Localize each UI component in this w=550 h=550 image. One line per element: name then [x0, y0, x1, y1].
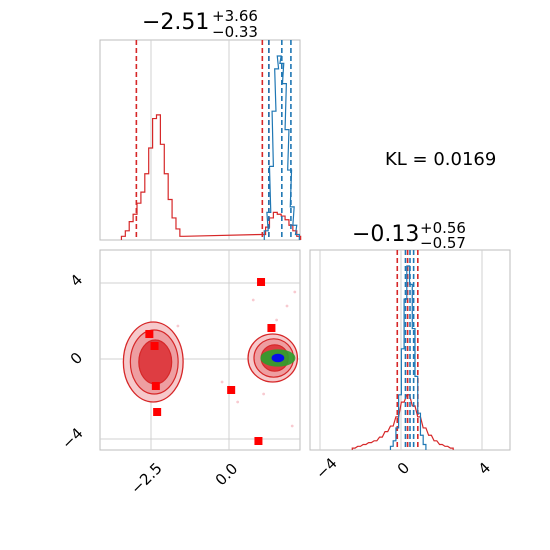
panel-bottom-right: −0.13 +0.56 −0.57 −4 0 4 [309, 219, 511, 483]
panel-frame [99, 39, 301, 241]
histogram-series [263, 55, 300, 240]
y-tick-label: −4 [58, 424, 86, 452]
marker-square [153, 408, 162, 416]
x-tick-label: 0 [394, 459, 413, 478]
title-main: −0.13 [352, 222, 419, 247]
x-tick-label: −4 [312, 454, 340, 482]
background-point [262, 392, 266, 396]
marker-square [227, 386, 236, 394]
background-point [251, 298, 255, 302]
background-point [176, 324, 180, 328]
histogram-series [120, 114, 302, 240]
background-point [290, 424, 294, 428]
background-point [236, 400, 240, 404]
x-tick-label: 0.0 [212, 460, 242, 490]
marker-square [150, 342, 159, 350]
panel-bottom-left: 4 0 −4 −2.5 0.0 [58, 249, 301, 498]
contour-core [271, 353, 285, 363]
histogram-layer [120, 40, 302, 240]
marker-square [267, 324, 276, 332]
title-lower-error: −0.57 [420, 234, 466, 252]
panel-top-left: −2.51 +3.66 −0.33 [99, 7, 302, 241]
histogram-series [351, 394, 454, 450]
kl-annotation: KL = 0.0169 [385, 149, 496, 170]
title-lower-error: −0.33 [212, 23, 258, 41]
background-point [275, 318, 279, 322]
background-point [285, 304, 289, 308]
histogram-layer [351, 250, 454, 450]
background-point [220, 380, 224, 384]
y-tick-label: 0 [67, 349, 86, 368]
marker-square [145, 330, 154, 338]
title-upper-error: +3.66 [212, 7, 258, 25]
scatter-layer [122, 278, 299, 445]
histogram-series [389, 265, 427, 450]
title-upper-error: +0.56 [420, 219, 466, 237]
marker-square [254, 437, 263, 445]
x-tick-label: 4 [475, 459, 494, 478]
panel-frame [99, 249, 301, 451]
marker-square [151, 382, 160, 390]
x-tick-label: −2.5 [127, 459, 165, 497]
background-point [293, 290, 297, 294]
title-main: −2.51 [142, 10, 209, 35]
y-tick-label: 4 [67, 271, 86, 290]
marker-square [257, 278, 266, 286]
